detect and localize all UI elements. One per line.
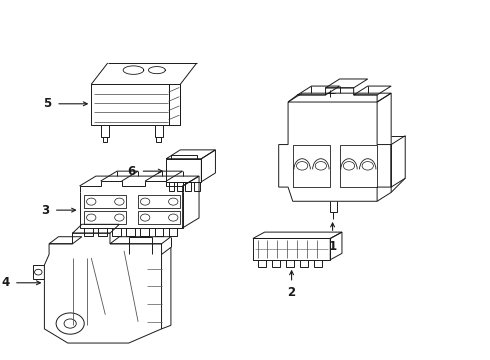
Text: 1: 1 [328, 240, 337, 253]
Text: 2: 2 [288, 286, 295, 299]
Text: 3: 3 [41, 204, 49, 217]
Text: 6: 6 [127, 165, 136, 177]
Text: 4: 4 [1, 276, 9, 289]
Text: 5: 5 [43, 97, 51, 110]
